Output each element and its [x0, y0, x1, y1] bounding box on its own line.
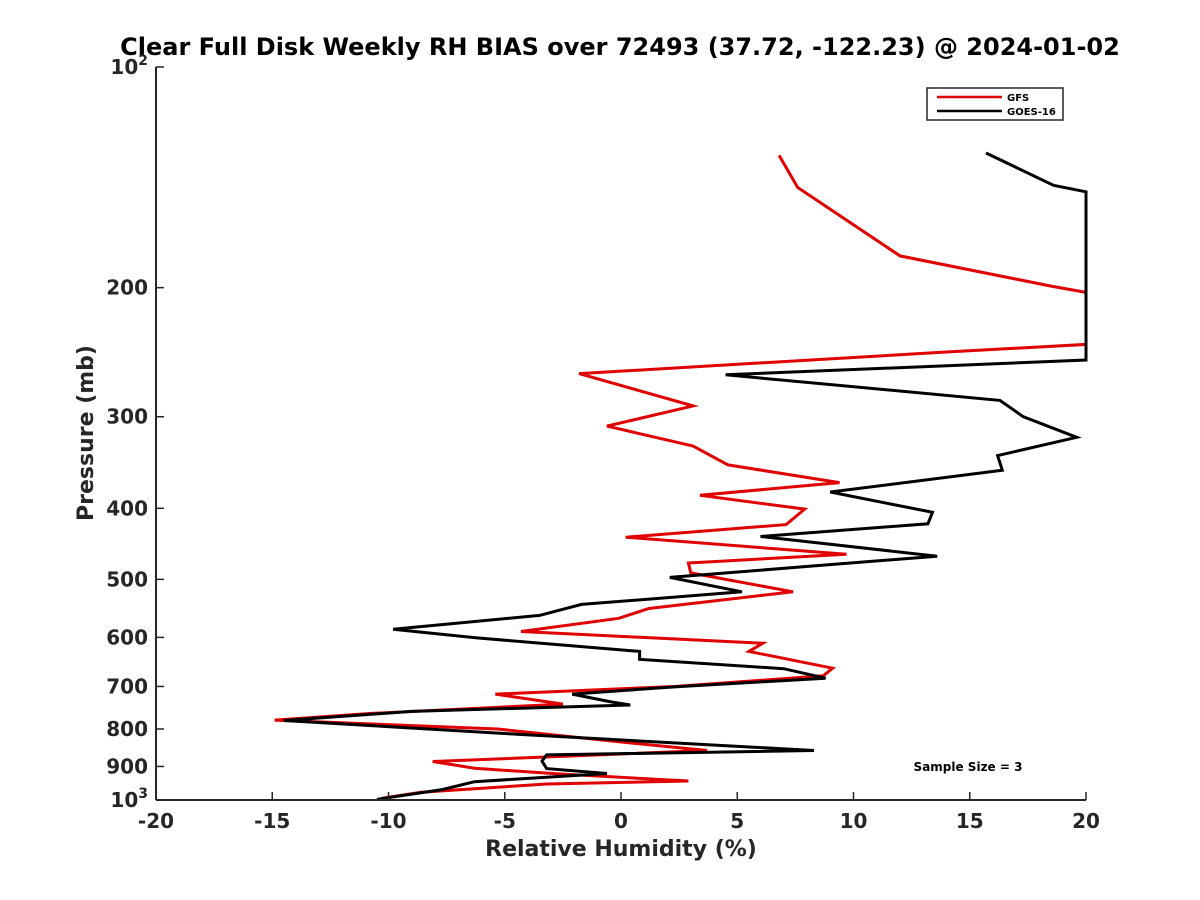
y-tick-label: 300	[106, 405, 148, 429]
legend-box	[926, 87, 1064, 121]
y-tick-label: 700	[106, 674, 148, 698]
legend: GFS GOES-16	[926, 87, 1064, 121]
x-tick-label: 5	[730, 809, 744, 833]
x-tick-label: 0	[614, 809, 628, 833]
x-tick-label: -20	[138, 809, 174, 833]
x-ticks: -20 -15 -10 -5 0 5 10 15 20	[138, 792, 1100, 833]
legend-label-goes16: GOES-16	[1007, 107, 1056, 118]
y-tick-label: 200	[106, 276, 148, 300]
y-tick-label: 600	[106, 625, 148, 649]
plot-area: -20 -15 -10 -5 0 5 10 15 20 102 200 300 400 500 600 70…	[106, 53, 1100, 833]
x-axis-label: Relative Humidity (%)	[485, 837, 757, 862]
y-tick-label: 900	[106, 754, 148, 778]
y-tick-label: 102	[110, 53, 148, 79]
y-axis-label: Pressure (mb)	[74, 345, 99, 521]
sample-size-annotation: Sample Size = 3	[914, 760, 1023, 774]
x-tick-label: -10	[370, 809, 406, 833]
x-tick-label: 15	[956, 809, 984, 833]
y-tick-label: 400	[106, 496, 148, 520]
series-line-gfs	[274, 154, 1088, 800]
legend-label-gfs: GFS	[1007, 93, 1029, 104]
x-tick-label: -5	[494, 809, 516, 833]
y-tick-label: 103	[110, 786, 148, 812]
x-tick-label: -15	[254, 809, 290, 833]
x-tick-label: 10	[840, 809, 868, 833]
series-layer	[274, 151, 1088, 801]
y-tick-label: 500	[106, 567, 148, 591]
y-tick-label: 800	[106, 717, 148, 741]
chart-title: Clear Full Disk Weekly RH BIAS over 7249…	[120, 33, 1120, 61]
series-line-goes16	[283, 151, 1088, 801]
x-tick-label: 20	[1072, 809, 1100, 833]
y-ticks: 102 200 300 400 500 600 700 800 900 103	[106, 53, 164, 812]
